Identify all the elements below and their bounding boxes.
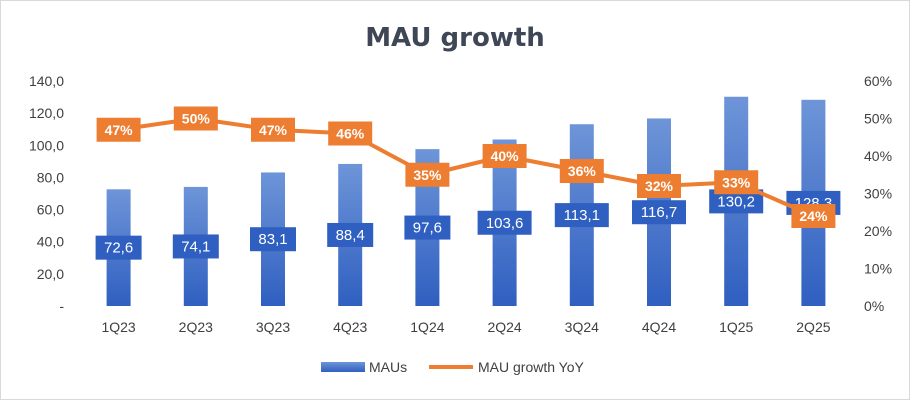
x-tick-label: 4Q24 <box>642 319 676 335</box>
bar-label-box <box>477 210 532 235</box>
legend-label-growth: MAU growth YoY <box>478 359 584 375</box>
y-right-tick-label: 10% <box>864 261 892 277</box>
x-tick-label: 2Q25 <box>796 319 830 335</box>
bar-data-label: 88,4 <box>336 227 365 244</box>
y-left-tick-label: 20,0 <box>37 266 64 282</box>
y-left-tick-label: 40,0 <box>37 234 64 250</box>
bar-data-label: 74,1 <box>181 238 210 255</box>
line-data-label: 47% <box>259 122 288 138</box>
bar-data-label: 83,1 <box>258 231 287 248</box>
bar-data-label: 113,1 <box>564 207 600 224</box>
line-label-box <box>173 106 218 131</box>
line-label-box <box>637 174 681 198</box>
y-left-tick-label: 120,0 <box>29 105 64 121</box>
y-right-tick-label: 50% <box>864 111 892 127</box>
bar-label-box <box>632 200 686 225</box>
y-left-tick-label: 80,0 <box>37 169 64 185</box>
y-right-tick-label: 30% <box>864 186 892 202</box>
x-tick-label: 1Q25 <box>719 319 753 335</box>
line-label-box <box>328 121 373 146</box>
y-left-tick-label: 60,0 <box>37 202 64 218</box>
line-data-label: 46% <box>336 126 365 142</box>
bar-label-box <box>95 235 142 260</box>
legend-swatch-maus <box>321 362 365 372</box>
bar-data-label: 130,2 <box>717 193 755 210</box>
bar-label-box <box>172 234 219 259</box>
line-data-label: 35% <box>413 167 442 183</box>
y-right-tick-label: 20% <box>864 223 892 239</box>
line-label-box <box>482 144 527 168</box>
y-right-tick-label: 60% <box>864 73 892 89</box>
line-data-label: 32% <box>645 178 674 194</box>
x-tick-label: 3Q24 <box>565 319 599 335</box>
x-tick-label: 2Q24 <box>487 319 521 335</box>
y-right-tick-label: 0% <box>864 298 884 314</box>
line-data-label: 33% <box>722 174 751 190</box>
line-label-box <box>96 117 141 142</box>
x-tick-label: 2Q23 <box>179 319 213 335</box>
chart-title: MAU growth <box>365 23 545 53</box>
line-label-box <box>251 117 295 142</box>
bar-label-box <box>250 227 296 252</box>
line-label-box <box>791 204 836 228</box>
line-data-label: 50% <box>182 111 211 127</box>
y-left-tick-label: 100,0 <box>29 137 64 153</box>
line-label-box <box>559 159 604 183</box>
line-label-box <box>714 170 759 195</box>
x-tick-label: 4Q23 <box>333 319 367 335</box>
legend-label-maus: MAUs <box>369 359 407 375</box>
line-data-label: 36% <box>568 163 597 179</box>
line-data-label: 40% <box>491 148 520 164</box>
bar-data-label: 103,6 <box>486 215 524 232</box>
x-tick-label: 3Q23 <box>256 319 290 335</box>
line-label-box <box>405 162 450 187</box>
bar-data-label: 97,6 <box>413 220 442 237</box>
line-data-label: 24% <box>799 208 828 224</box>
line-growth <box>118 116 815 218</box>
y-left-tick-label: 140,0 <box>29 73 64 89</box>
y-right-tick-label: 40% <box>864 148 892 164</box>
x-tick-label: 1Q24 <box>410 319 444 335</box>
bar-label-box <box>554 203 609 228</box>
line-data-label: 47% <box>105 122 134 138</box>
bar-data-label: 116,7 <box>641 204 677 221</box>
x-tick-label: 1Q23 <box>101 319 135 335</box>
y-left-tick-label: - <box>59 298 64 314</box>
bar-data-label: 72,6 <box>104 240 133 257</box>
chart-legend: MAUs MAU growth YoY <box>321 359 584 375</box>
bar-label-box <box>327 222 374 247</box>
bar-label-box <box>404 215 451 240</box>
